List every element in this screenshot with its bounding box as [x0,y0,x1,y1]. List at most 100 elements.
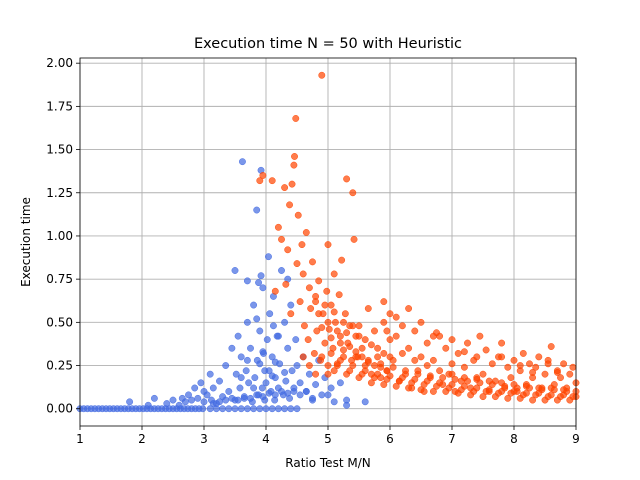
data-point [507,389,515,397]
data-point [305,284,313,292]
data-point [262,379,270,387]
data-point [371,362,378,369]
data-point [343,175,351,183]
y-tick-label: 1.25 [46,186,73,200]
data-point [261,367,269,375]
data-point [250,301,258,309]
data-point [327,334,335,342]
data-point [194,394,202,402]
data-point [243,318,251,326]
data-point [473,353,481,361]
data-point [336,379,344,387]
data-point [315,277,323,285]
data-point [482,346,490,354]
data-point [269,322,277,330]
data-point [274,405,282,413]
data-point [243,405,251,413]
data-point [206,370,214,378]
data-point [299,353,307,361]
data-point [448,336,456,344]
data-point [377,360,385,368]
data-point [144,401,152,409]
data-point [288,180,296,188]
data-point [429,387,437,395]
data-point [560,360,568,368]
data-point [448,360,456,368]
data-point [253,206,261,214]
data-point [271,358,279,366]
data-point [439,374,447,382]
data-point [271,396,279,404]
data-point [216,398,223,406]
data-point [318,353,326,361]
data-point [255,279,263,287]
data-point [259,348,267,356]
data-point [304,336,312,344]
data-point [380,318,388,326]
data-point [259,284,267,292]
data-point [284,246,292,254]
data-point [392,313,400,321]
data-point [299,270,307,278]
data-point [504,394,512,402]
data-point [281,184,289,192]
data-point [219,405,227,413]
data-point [380,349,388,357]
data-point [150,394,158,402]
data-point [417,353,425,361]
data-point [318,391,326,399]
data-point [535,384,543,392]
data-point [251,374,259,382]
data-point [234,396,242,404]
data-point [510,381,518,388]
data-point [330,367,338,375]
data-point [361,336,369,344]
data-point [216,377,223,385]
data-point [336,332,344,340]
data-point [268,372,276,380]
data-point [420,381,428,388]
series-2 [256,71,580,404]
data-point [321,301,329,309]
data-point [296,391,304,399]
data-point [312,370,320,378]
data-point [281,405,289,413]
data-point [414,370,422,378]
data-point [324,391,332,399]
data-point [371,374,378,382]
data-point [510,356,518,364]
data-point [281,368,289,376]
x-tick-label: 9 [572,432,580,446]
data-point [169,396,177,404]
data-point [507,374,515,382]
data-point [460,374,468,382]
data-point [330,308,338,316]
data-point [287,301,295,309]
data-point [191,384,199,392]
x-tick-label: 8 [510,432,518,446]
data-point [256,327,264,335]
data-point [553,368,561,376]
series-1 [76,158,369,413]
data-point [294,211,302,219]
data-point [278,267,285,274]
data-point [544,360,552,368]
data-point [274,332,282,340]
data-point [222,362,230,369]
data-point [305,370,313,378]
data-point [279,391,287,399]
data-point [386,336,394,344]
data-point [325,325,333,333]
x-tick-label: 4 [262,432,270,446]
data-point [495,389,502,397]
data-point [185,391,192,399]
data-point [349,362,357,369]
data-point [355,332,363,340]
data-point [282,377,290,385]
data-point [411,356,419,364]
data-point [350,235,358,243]
data-point [358,344,366,352]
data-point [324,362,332,369]
x-axis-label: Ratio Test M/N [285,456,370,470]
